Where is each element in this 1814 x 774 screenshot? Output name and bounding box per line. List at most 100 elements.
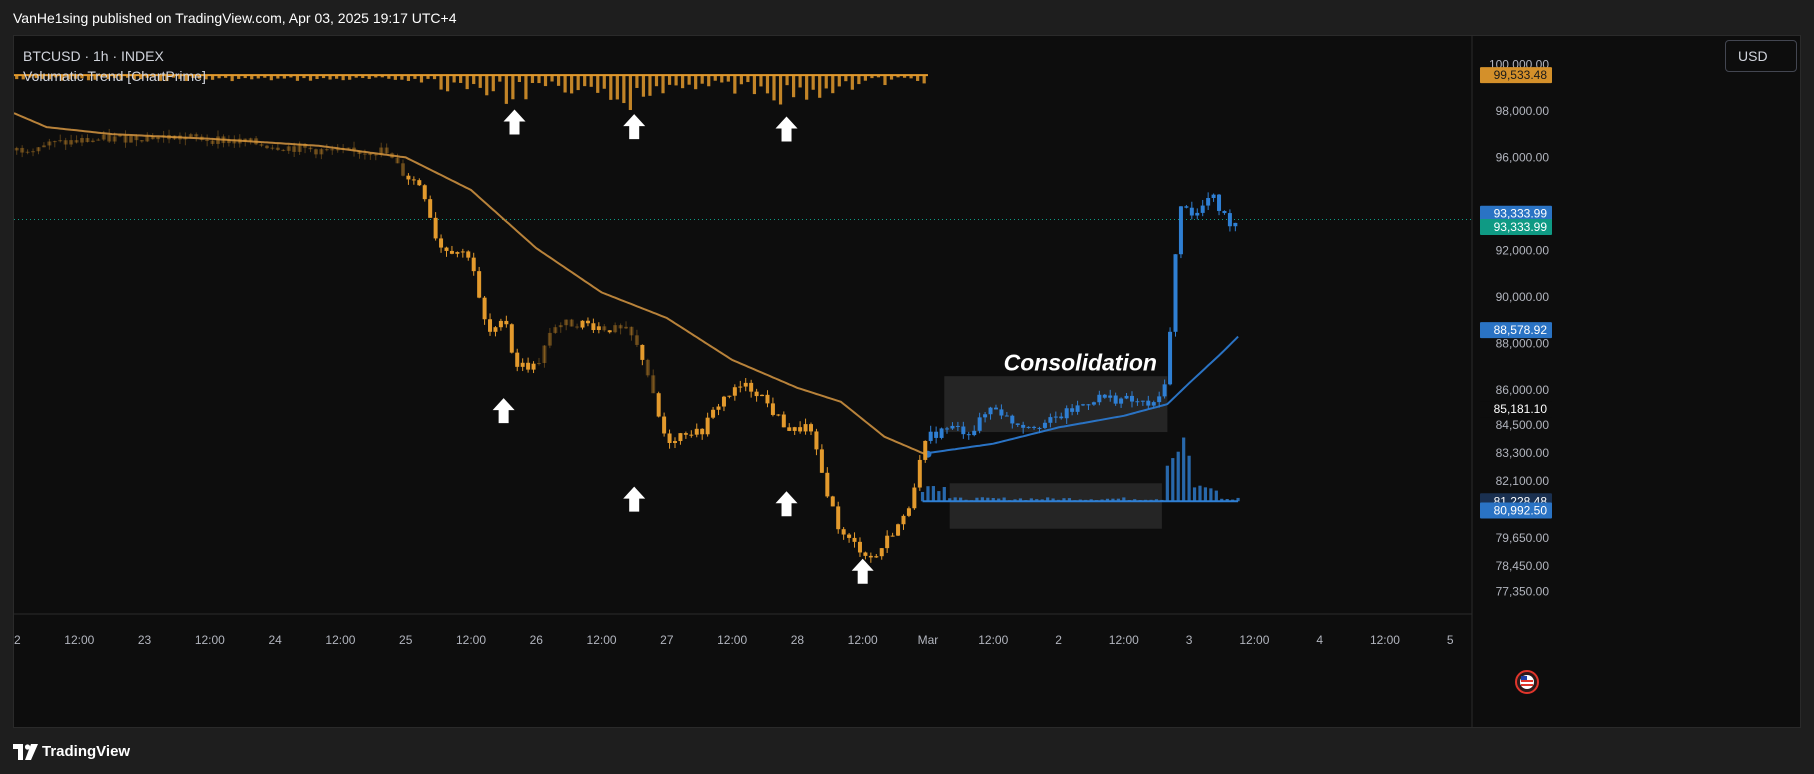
- candle: [966, 434, 971, 436]
- candle: [917, 459, 922, 488]
- indicator-name[interactable]: Volumatic Trend [ChartPrime]: [23, 68, 206, 84]
- candle: [243, 138, 248, 142]
- candle: [640, 344, 645, 360]
- candle: [466, 251, 471, 258]
- candle: [705, 417, 710, 435]
- candle: [226, 140, 231, 144]
- price-label[interactable]: 99,533.48: [1480, 67, 1552, 84]
- candle: [85, 138, 90, 143]
- price-label[interactable]: 85,181.10: [1480, 401, 1552, 418]
- volume-bar: [942, 487, 946, 502]
- trend-band-bar: [250, 75, 254, 80]
- candle: [732, 387, 737, 396]
- candle: [607, 330, 612, 333]
- candle: [526, 362, 531, 370]
- footer-bar: TradingView: [0, 730, 1814, 774]
- price-label[interactable]: 93,333.99: [1480, 205, 1552, 222]
- candle: [569, 319, 574, 327]
- candle: [1102, 394, 1107, 398]
- volume-bar: [1051, 498, 1055, 502]
- candle: [330, 149, 335, 151]
- trend-band-bar: [883, 75, 887, 86]
- volume-bar: [1143, 499, 1148, 502]
- trend-band-bar: [609, 75, 613, 100]
- price-label[interactable]: 80,992.50: [1480, 502, 1552, 519]
- price-tick-label: 98,000.00: [1496, 104, 1550, 118]
- tradingview-brand[interactable]: TradingView: [42, 743, 131, 760]
- trend-band-bar: [224, 75, 228, 78]
- trend-band-bar: [459, 75, 463, 83]
- candle: [721, 396, 726, 407]
- trend-band-bar: [276, 75, 280, 79]
- trend-band-bar: [145, 75, 149, 78]
- candle: [1064, 408, 1069, 419]
- price-label[interactable]: 93,333.99: [1480, 218, 1552, 235]
- candle: [384, 147, 389, 154]
- candle: [112, 136, 117, 142]
- trend-band-bar: [844, 75, 848, 82]
- candle: [645, 359, 650, 376]
- currency-button[interactable]: USD: [1725, 40, 1797, 72]
- candle: [199, 136, 204, 141]
- candle: [498, 320, 503, 328]
- candle: [488, 319, 493, 332]
- trend-band-bar: [374, 75, 378, 78]
- trend-band-bar: [80, 75, 84, 79]
- tradingview-logo-icon[interactable]: [13, 744, 39, 760]
- candle: [879, 548, 884, 557]
- candle: [547, 332, 552, 346]
- candle: [313, 149, 318, 155]
- candle: [303, 143, 308, 148]
- candle: [770, 403, 775, 415]
- trend-band-bar: [400, 75, 404, 80]
- candle: [618, 325, 623, 329]
- trend-band-bar: [41, 75, 45, 79]
- consolidation-label: Consolidation: [1004, 349, 1157, 375]
- candle: [716, 406, 721, 410]
- price-label[interactable]: 88,578.92: [1480, 322, 1552, 339]
- trend-band-bar: [870, 75, 874, 79]
- candle: [264, 145, 269, 149]
- candle: [156, 136, 161, 140]
- volume-bar: [969, 500, 974, 502]
- candle: [286, 146, 291, 151]
- price-label-text: 85,181.10: [1494, 402, 1548, 416]
- trend-band-bar: [805, 75, 809, 100]
- trend-band-bar: [667, 75, 672, 85]
- candle: [836, 506, 841, 530]
- trend-band-bar: [445, 75, 450, 92]
- trend-band-bar: [726, 75, 730, 82]
- trend-band-bar: [93, 75, 97, 80]
- trend-line-bear: [14, 112, 929, 457]
- trend-band-bar: [210, 75, 215, 80]
- trend-band-bar: [896, 75, 900, 78]
- volume-bar: [1133, 499, 1137, 502]
- trend-band-bar: [406, 75, 411, 81]
- chart-panel[interactable]: Consolidation 100,000.00 98,000.00 96,000.…: [13, 35, 1801, 728]
- trend-band-bar: [504, 75, 508, 104]
- volume-bar: [1236, 497, 1240, 502]
- price-tick-label: 78,450.00: [1496, 559, 1550, 573]
- candle: [988, 407, 993, 415]
- price-label-text: 88,578.92: [1494, 323, 1548, 337]
- trend-band-bar: [367, 75, 371, 79]
- volume-bar: [1176, 451, 1180, 502]
- trend-band-bar: [99, 75, 104, 78]
- candle: [1195, 212, 1200, 216]
- candle: [422, 185, 427, 200]
- price-tick-label: 90,000.00: [1496, 290, 1550, 304]
- volume-bar: [1046, 497, 1050, 502]
- volume-bar: [937, 491, 941, 502]
- trend-band-bar: [217, 75, 221, 79]
- candle: [1059, 416, 1064, 419]
- volume-bar: [1024, 500, 1028, 502]
- price-chart[interactable]: Consolidation 100,000.0098,000.0096,000.…: [14, 36, 1800, 727]
- time-tick-label: 12:00: [1239, 633, 1269, 647]
- candle: [656, 393, 661, 417]
- trend-band-bar: [576, 75, 580, 91]
- event-flag-icon[interactable]: [1515, 670, 1539, 694]
- candle: [210, 140, 215, 144]
- trend-band-bar: [237, 75, 241, 79]
- symbol-info[interactable]: BTCUSD · 1h · INDEX: [23, 48, 164, 64]
- candle: [1113, 395, 1118, 404]
